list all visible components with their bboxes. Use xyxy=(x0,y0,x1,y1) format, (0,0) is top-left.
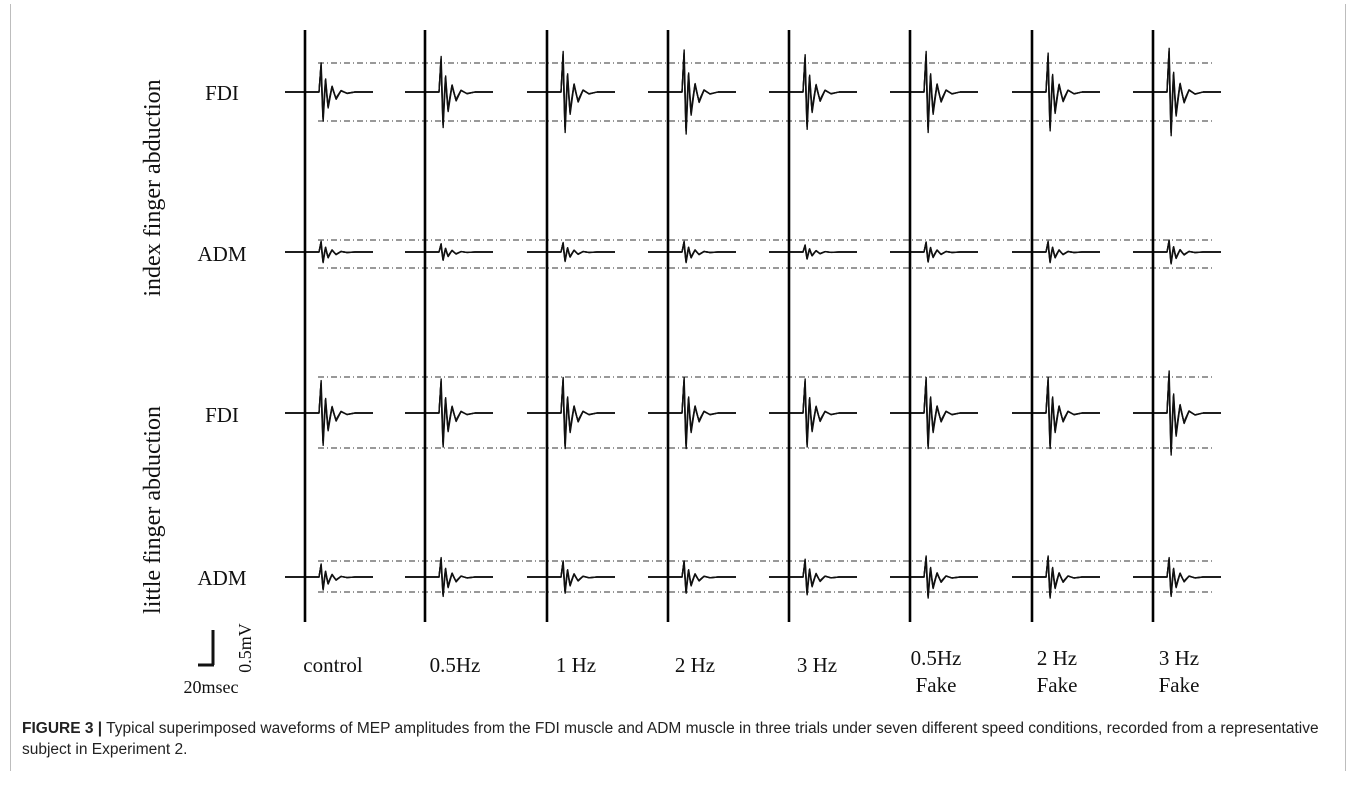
trial-3 xyxy=(405,243,493,261)
condition-label-7b: Fake xyxy=(1037,673,1078,697)
mep-waveform-figure: index finger abduction little finger abd… xyxy=(140,30,1221,697)
trial-3 xyxy=(890,555,978,599)
figure-caption: FIGURE 3 | Typical superimposed waveform… xyxy=(22,718,1322,760)
mep-trace-r1-c1 xyxy=(285,62,373,122)
mep-trace-r3-c4 xyxy=(648,376,736,450)
trial-3 xyxy=(890,241,978,263)
row-label-adm-little: ADM xyxy=(197,566,246,590)
mep-trace-r4-c8 xyxy=(1133,556,1221,598)
trial-3 xyxy=(405,378,493,448)
scale-bar-time-label: 20msec xyxy=(184,677,239,697)
row-label-fdi-little: FDI xyxy=(205,403,239,427)
mep-trace-r3-c3 xyxy=(527,376,615,450)
group-label-little-finger: little finger abduction xyxy=(140,406,166,614)
mep-trace-r2-c5 xyxy=(769,244,857,260)
trial-3 xyxy=(1012,240,1100,264)
mep-trace-r4-c4 xyxy=(648,560,736,594)
mep-trace-r2-c8 xyxy=(1133,239,1221,265)
mep-trace-r1-c7 xyxy=(1012,52,1100,132)
trial-3 xyxy=(1012,52,1100,132)
trial-3 xyxy=(405,55,493,129)
mep-trace-r3-c6 xyxy=(890,376,978,450)
mep-trace-r3-c8 xyxy=(1133,370,1221,456)
mep-trace-r4-c7 xyxy=(1012,555,1100,599)
scale-bar: 0.5mV 20msec xyxy=(184,623,255,697)
trial-3 xyxy=(648,49,736,135)
trial-3 xyxy=(285,62,373,122)
trial-3 xyxy=(527,560,615,594)
mep-trace-r2-c1 xyxy=(285,240,373,264)
group-label-index-finger: index finger abduction xyxy=(140,79,166,296)
trial-3 xyxy=(769,558,857,596)
row-label-adm-index: ADM xyxy=(197,242,246,266)
caption-label: FIGURE 3 | xyxy=(22,720,103,737)
condition-label-8b: Fake xyxy=(1159,673,1200,697)
trial-3 xyxy=(890,376,978,450)
mep-trace-r4-c2 xyxy=(405,556,493,598)
mep-trace-r1-c6 xyxy=(890,50,978,134)
mep-trace-r2-c7 xyxy=(1012,240,1100,264)
trial-3 xyxy=(769,244,857,260)
row-label-fdi-index: FDI xyxy=(205,81,239,105)
trial-3 xyxy=(1012,555,1100,599)
trial-3 xyxy=(1133,556,1221,598)
trial-3 xyxy=(648,240,736,264)
condition-label-4: 2 Hz xyxy=(675,653,715,677)
condition-label-7: 2 Hz xyxy=(1037,646,1077,670)
mep-trace-r1-c3 xyxy=(527,50,615,134)
mep-trace-r4-c5 xyxy=(769,558,857,596)
mep-trace-r2-c6 xyxy=(890,241,978,263)
condition-label-2: 0.5Hz xyxy=(430,653,481,677)
mep-trace-r3-c5 xyxy=(769,378,857,448)
condition-label-8: 3 Hz xyxy=(1159,646,1199,670)
trial-3 xyxy=(285,563,373,591)
caption-text: Typical superimposed waveforms of MEP am… xyxy=(22,720,1319,758)
trial-3 xyxy=(890,50,978,134)
trial-3 xyxy=(769,378,857,448)
mep-trace-r2-c2 xyxy=(405,243,493,261)
condition-label-6b: Fake xyxy=(916,673,957,697)
mep-trace-r1-c5 xyxy=(769,54,857,130)
trial-3 xyxy=(1012,376,1100,450)
figure-frame xyxy=(10,4,1346,771)
trial-3 xyxy=(1133,239,1221,265)
mep-trace-r3-c1 xyxy=(285,379,373,447)
mep-trace-r2-c3 xyxy=(527,241,615,263)
condition-label-1: control xyxy=(303,653,363,677)
trial-3 xyxy=(405,556,493,598)
mep-trace-r3-c7 xyxy=(1012,376,1100,450)
trial-3 xyxy=(527,241,615,263)
condition-label-3: 1 Hz xyxy=(556,653,596,677)
mep-trace-r4-c1 xyxy=(285,563,373,591)
trial-3 xyxy=(527,376,615,450)
mep-trace-r2-c4 xyxy=(648,240,736,264)
trial-3 xyxy=(285,379,373,447)
mep-trace-r1-c2 xyxy=(405,55,493,129)
scale-bar-amplitude-label: 0.5mV xyxy=(235,623,255,673)
condition-label-5: 3 Hz xyxy=(797,653,837,677)
mep-trace-r4-c3 xyxy=(527,560,615,594)
trial-3 xyxy=(769,54,857,130)
trial-3 xyxy=(527,50,615,134)
mep-trace-r4-c6 xyxy=(890,555,978,599)
trial-3 xyxy=(285,240,373,264)
condition-label-6: 0.5Hz xyxy=(911,646,962,670)
mep-trace-r3-c2 xyxy=(405,378,493,448)
mep-trace-r1-c4 xyxy=(648,49,736,135)
mep-trace-r1-c8 xyxy=(1133,47,1221,137)
trial-3 xyxy=(648,560,736,594)
trial-3 xyxy=(648,376,736,450)
trial-3 xyxy=(1133,370,1221,456)
trial-3 xyxy=(1133,47,1221,137)
